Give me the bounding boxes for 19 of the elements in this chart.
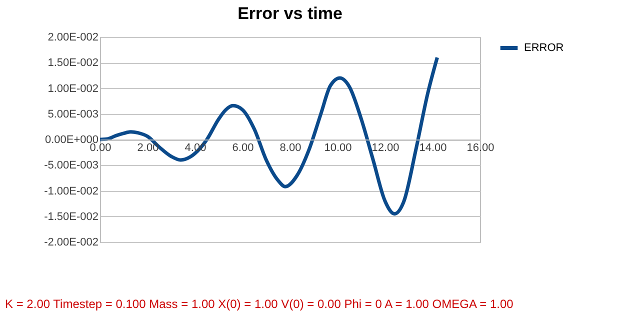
y-tick-label: -1.00E-002 — [44, 185, 98, 198]
y-tick-label: -2.00E-002 — [44, 236, 98, 248]
y-tick-label: 1.00E-002 — [48, 82, 98, 95]
x-tick-label: 14.00 — [419, 142, 447, 154]
x-tick-label: 0.00 — [90, 142, 112, 154]
legend-label: ERROR — [524, 42, 564, 54]
text: K = 2.00 Timestep = 0.100 Mass = 1.00 X(0) = 1.00 V(0) = 0.00 Phi = 0 A = 1.00 OMEGA = 1.00 — [5, 297, 514, 311]
x-tick-label: 2.00 — [137, 142, 159, 154]
x-tick-label: 6.00 — [232, 142, 254, 154]
chart-title: Error vs time — [238, 4, 342, 23]
y-tick-label: 5.00E-003 — [48, 108, 98, 120]
y-tick-label: 2.00E-002 — [48, 32, 98, 44]
y-tick-label: 1.50E-002 — [48, 57, 98, 70]
x-tick-label: 16.00 — [466, 142, 494, 154]
y-tick-label: -5.00E-003 — [44, 160, 98, 172]
x-tick-label: 10.00 — [324, 142, 352, 154]
x-tick-label: 12.00 — [372, 142, 400, 154]
x-tick-label: 8.00 — [280, 142, 302, 154]
y-tick-label: -1.50E-002 — [44, 210, 98, 223]
